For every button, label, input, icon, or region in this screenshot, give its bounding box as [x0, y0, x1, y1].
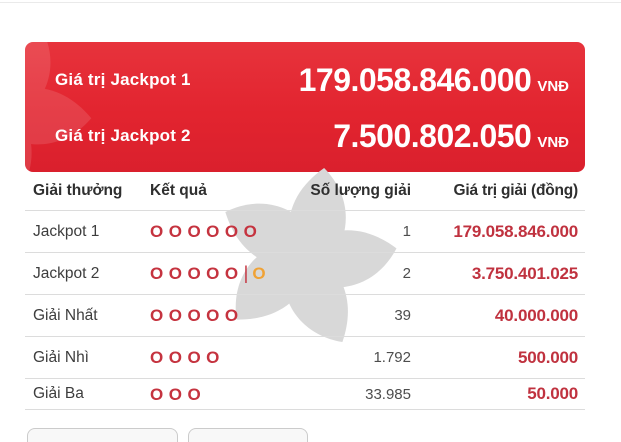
jackpot-banner: Giá trị Jackpot 1 179.058.846.000 VNĐ Gi… — [25, 42, 585, 172]
vietlott-star-watermark-icon — [225, 168, 397, 343]
prize-count: 2 — [402, 265, 411, 282]
main-balls: OOOO — [150, 348, 225, 367]
table-header-row: Giải thưởng Kết quả Số lượng giải Giá tr… — [25, 172, 585, 211]
extra-ball: O — [252, 264, 266, 283]
jackpot2-row: Giá trị Jackpot 2 7.500.802.050 VNĐ — [55, 115, 569, 157]
prize-value: 500.000 — [517, 347, 578, 367]
results-table: Giải thưởng Kết quả Số lượng giải Giá tr… — [25, 172, 585, 410]
table-row-giai-nhi: Giải Nhì OOOO 1.792 500.000 — [25, 337, 585, 379]
col-header-prize: Giải thưởng — [33, 182, 123, 199]
col-header-value: Giá trị giải (đồng) — [453, 182, 579, 199]
prize-name: Giải Ba — [33, 385, 84, 402]
table-row-giai-ba: Giải Ba OOO 33.985 50.000 — [25, 379, 585, 410]
main-balls: OOO — [150, 384, 207, 404]
prize-count: 1.792 — [373, 349, 411, 366]
result-balls: OOOO — [143, 347, 297, 368]
main-balls: OOOOO — [150, 306, 244, 325]
main-balls: OOOOO — [150, 264, 244, 283]
prize-value: 50.000 — [527, 384, 578, 403]
vietlott-star-light-icon — [25, 42, 92, 172]
prize-value: 179.058.846.000 — [453, 221, 578, 241]
result-balls: OOO — [143, 384, 297, 405]
prize-count: 1 — [402, 223, 411, 240]
prize-count: 39 — [394, 307, 411, 324]
jackpot1-value-group: 179.058.846.000 VNĐ — [299, 64, 569, 96]
bottom-tab-2[interactable] — [188, 428, 308, 442]
result-balls: OOOOOO — [143, 221, 297, 242]
jackpot1-label: Giá trị Jackpot 1 — [55, 70, 191, 89]
prize-value: 3.750.401.025 — [471, 263, 578, 283]
top-divider — [0, 2, 621, 3]
ball-separator: | — [243, 263, 249, 283]
table-row-jackpot2: Jackpot 2 OOOOO| O 2 3.750.401.025 — [25, 253, 585, 295]
jackpot2-value: 7.500.802.050 — [333, 118, 532, 154]
table-row-giai-nhat: Giải Nhất OOOOO 39 40.000.000 — [25, 295, 585, 337]
prize-name: Jackpot 2 — [33, 264, 100, 282]
prize-name: Giải Nhì — [33, 348, 89, 366]
bottom-tab-1[interactable] — [27, 428, 178, 442]
result-balls: OOOOO| O — [143, 263, 297, 284]
result-balls: OOOOO — [143, 305, 297, 326]
jackpot1-currency: VNĐ — [537, 78, 569, 95]
table-row-jackpot1: Jackpot 1 OOOOOO 1 179.058.846.000 — [25, 211, 585, 253]
col-header-count: Số lượng giải — [310, 182, 411, 199]
jackpot2-label: Giá trị Jackpot 2 — [55, 126, 191, 145]
prize-count: 33.985 — [365, 385, 411, 403]
jackpot1-value: 179.058.846.000 — [298, 62, 532, 98]
prize-value: 40.000.000 — [494, 305, 578, 325]
main-balls: OOOOOO — [150, 222, 263, 241]
jackpot1-row: Giá trị Jackpot 1 179.058.846.000 VNĐ — [55, 59, 569, 101]
prize-name: Giải Nhất — [33, 306, 98, 324]
jackpot2-currency: VNĐ — [537, 134, 569, 151]
jackpot2-value-group: 7.500.802.050 VNĐ — [333, 120, 569, 152]
prize-name: Jackpot 1 — [33, 222, 100, 240]
col-header-result: Kết quả — [150, 182, 207, 199]
